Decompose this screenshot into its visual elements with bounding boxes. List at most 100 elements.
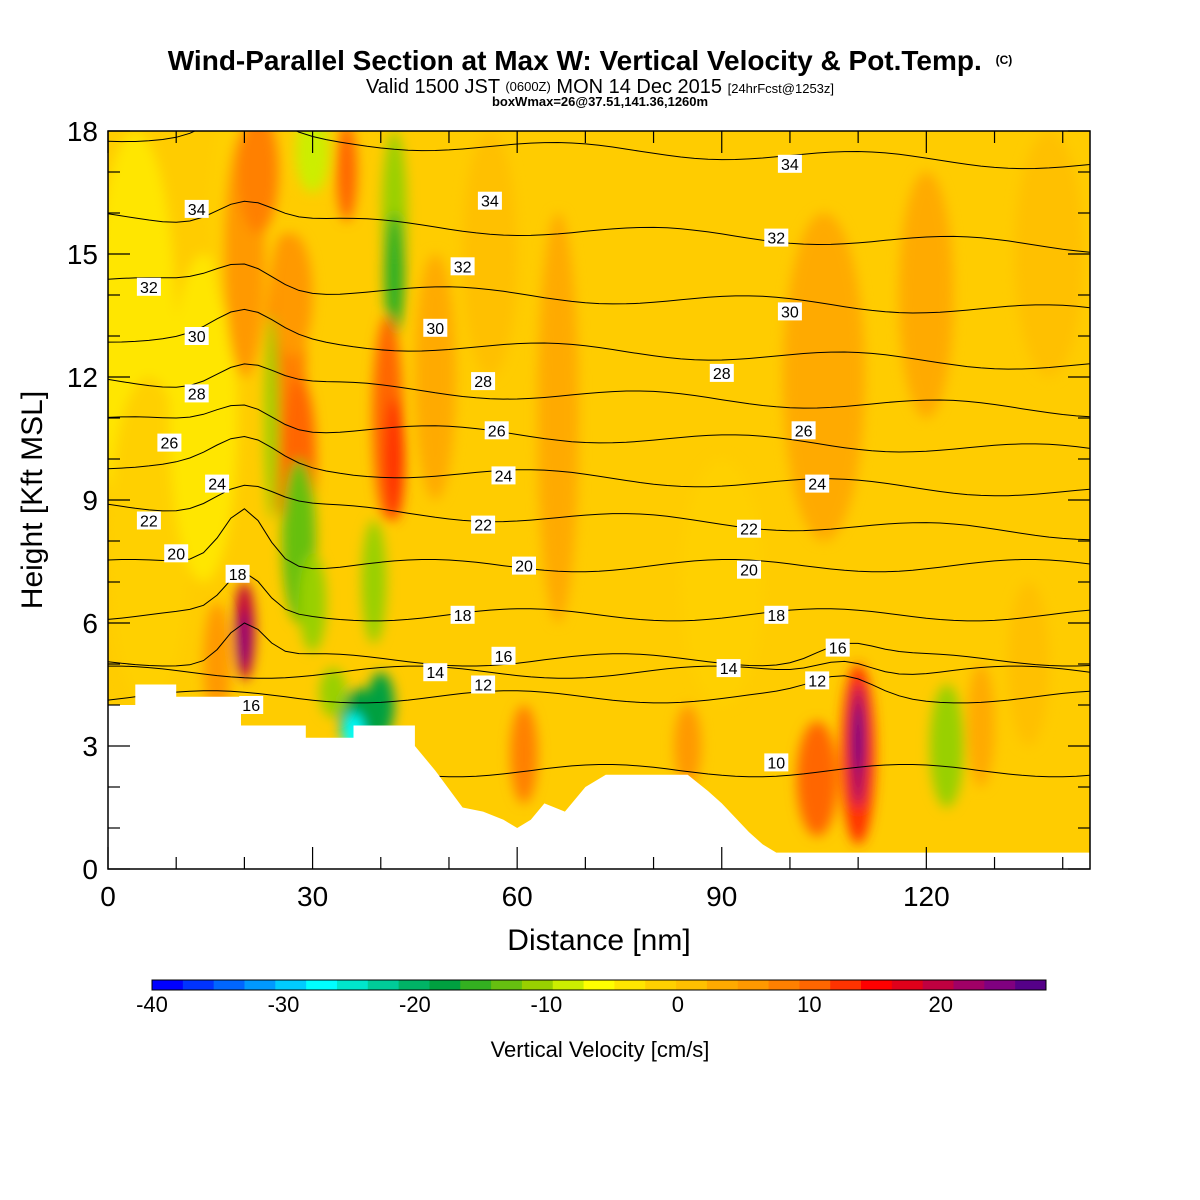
- theta-contour-16: [108, 622, 1090, 667]
- colorbar-swatch: [861, 980, 893, 990]
- theta-contour-12: [108, 675, 1090, 704]
- valid-date: MON 14 Dec 2015: [556, 76, 722, 98]
- contour-label-text: 28: [713, 366, 731, 383]
- contour-label-box: [471, 675, 496, 694]
- contour-label-text: 20: [167, 546, 185, 563]
- contour-label-text: 32: [767, 231, 785, 248]
- theta-contour-18: [108, 571, 1090, 622]
- contour-label-text: 28: [474, 374, 492, 391]
- theta-contour-24: [108, 435, 1090, 497]
- contour-label-text: 24: [808, 477, 826, 494]
- contour-label-text: 22: [740, 522, 758, 539]
- contour-label-text: 16: [495, 649, 513, 666]
- colorbar-frame: [151, 979, 1047, 991]
- colorbar-swatch: [614, 980, 646, 990]
- colorbar-swatch: [182, 980, 215, 990]
- velocity-cell-34: [929, 684, 964, 808]
- colorbar-swatch: [891, 980, 924, 990]
- theta-contour-34: [108, 200, 1090, 253]
- theta-contour-30: [108, 308, 1090, 370]
- plot-area: 34 34 34 32 32 32 30 30 30 28 28 28 26 26 26 24 24 24 22 22…: [108, 131, 1090, 869]
- contour-label-box: [764, 228, 789, 247]
- velocity-cell-39: [462, 131, 518, 377]
- contour-label-text: 26: [488, 423, 506, 440]
- contour-label-box: [471, 515, 496, 534]
- contour-label-text: 34: [481, 194, 499, 211]
- contour-label-text: 30: [426, 321, 444, 338]
- contour-label-text: 26: [795, 423, 813, 440]
- velocity-cell-12: [203, 602, 231, 726]
- contour-label-box: [791, 421, 816, 440]
- contour-label-box: [764, 753, 789, 772]
- theta-contour-32: [108, 263, 1090, 314]
- contour-label-box: [491, 466, 516, 485]
- contour-label-box: [205, 474, 230, 493]
- terrain-mask: [108, 684, 1090, 869]
- chart-title-text: Wind-Parallel Section at Max W: Vertical…: [168, 45, 982, 76]
- colorbar-swatch: [676, 980, 708, 990]
- colorbar-swatch: [1015, 980, 1047, 990]
- velocity-cell-11: [239, 610, 250, 669]
- theta-contour-36: [108, 131, 1090, 170]
- contour-label-box: [737, 560, 761, 579]
- colorbar-swatch: [953, 980, 985, 990]
- contour-label-box: [471, 372, 496, 391]
- contour-label-text: 20: [515, 559, 533, 576]
- y-tick-label: 15: [67, 239, 98, 270]
- theta-contours: [108, 131, 1090, 778]
- y-tick-label: 0: [82, 854, 98, 885]
- contour-label-text: 10: [767, 755, 785, 772]
- x-tick-label: 90: [706, 881, 737, 912]
- contour-label-box: [512, 556, 536, 575]
- colorbar-swatch: [922, 980, 955, 990]
- y-tick-label: 3: [82, 731, 98, 762]
- colorbar-swatch: [552, 980, 585, 990]
- contour-label-text: 14: [720, 661, 738, 678]
- contour-label-box: [484, 421, 509, 440]
- colorbar-swatch: [244, 980, 276, 990]
- colorbar-swatch: [213, 980, 245, 990]
- colorbar-swatch: [521, 980, 554, 990]
- velocity-cell-13: [264, 315, 279, 521]
- theta-contour-14: [108, 660, 1090, 679]
- velocity-cell-16: [361, 520, 387, 644]
- velocity-cell-26: [510, 705, 538, 804]
- colorbar-swatch: [583, 980, 615, 990]
- velocity-cell-36: [899, 172, 954, 418]
- contour-label-box: [184, 199, 209, 218]
- colorbar-swatch: [398, 980, 430, 990]
- contour-label-text: 32: [140, 280, 158, 297]
- x-tick-label: 120: [903, 881, 950, 912]
- contour-label-box: [709, 363, 734, 382]
- colorbar-swatch: [152, 980, 184, 990]
- valid-zulu: (0600Z): [505, 79, 551, 94]
- x-tick-label: 60: [502, 881, 533, 912]
- contour-label-box: [136, 277, 161, 296]
- contour-label-box: [184, 327, 209, 345]
- contour-label-text: 32: [454, 259, 472, 276]
- colorbar-tick-label: 0: [672, 992, 684, 1017]
- contour-label-box: [777, 154, 802, 173]
- contour-label-text: 30: [188, 329, 206, 346]
- velocity-cell-28: [537, 213, 579, 623]
- contour-label-text: 16: [242, 698, 260, 715]
- velocity-cell-15: [299, 553, 327, 652]
- y-tick-label: 9: [82, 485, 98, 516]
- colorbar-swatch: [768, 980, 800, 990]
- contour-label-box: [423, 318, 448, 337]
- contour-label-box: [136, 511, 161, 530]
- contour-label-box: [423, 663, 448, 682]
- contour-label-text: 24: [208, 477, 226, 494]
- colorbar-tick-label: 10: [797, 992, 821, 1017]
- contour-label-box: [450, 605, 475, 624]
- colorbar-tick-label: -40: [136, 992, 168, 1017]
- velocity-cell-40: [1015, 131, 1084, 377]
- contour-label-box: [777, 302, 802, 321]
- y-axis-label: Height [Kft MSL]: [16, 391, 49, 609]
- contour-label-text: 14: [426, 665, 444, 682]
- contour-label-box: [825, 638, 850, 657]
- contour-labels: 34 34 34 32 32 32 30 30 30 28 28 28 26 26 26 24 24 24 22 22…: [136, 154, 850, 772]
- valid-prefix: Valid 1500 JST: [366, 76, 500, 98]
- colorbar-swatch: [367, 980, 400, 990]
